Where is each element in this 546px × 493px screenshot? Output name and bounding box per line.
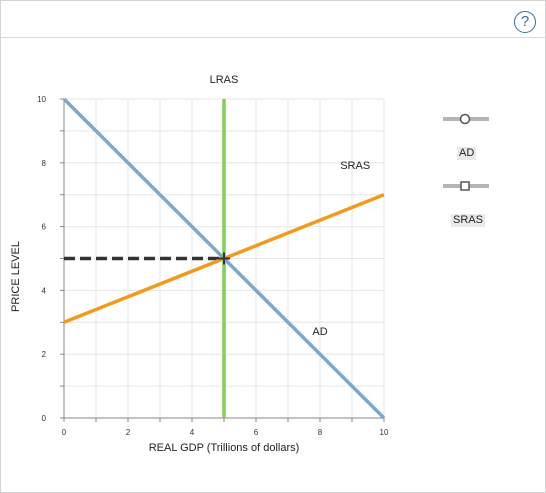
- y-tick-label: 4: [42, 286, 47, 295]
- legend-tool-sras[interactable]: [443, 181, 489, 191]
- x-tick-label: 2: [126, 428, 131, 437]
- square-icon: [460, 181, 470, 191]
- y-axis-label: PRICE LEVEL: [10, 241, 22, 312]
- y-tick-label: 10: [37, 95, 46, 104]
- tick-labels: 0 2 4 6 8 10 0 2 4 6 8 10 REAL GDP (Trillions of dol…: [10, 95, 389, 454]
- sras-label: SRAS: [340, 160, 370, 172]
- curves: AD SRAS LRAS: [62, 74, 386, 420]
- y-tick-label: 0: [42, 414, 47, 423]
- x-tick-label: 8: [318, 428, 323, 437]
- legend-label-sras: SRAS: [451, 214, 485, 227]
- lras-label: LRAS: [210, 74, 239, 86]
- help-button[interactable]: ?: [514, 11, 536, 33]
- x-tick-label: 10: [380, 428, 389, 437]
- legend: [443, 113, 489, 191]
- x-tick-label: 4: [190, 428, 195, 437]
- legend-label-ad: AD: [457, 147, 477, 160]
- x-axis-label: REAL GDP (Trillions of dollars): [149, 442, 300, 454]
- equilibrium-marker[interactable]: [218, 252, 230, 265]
- y-tick-label: 6: [42, 223, 47, 232]
- legend-tool-ad[interactable]: [443, 113, 489, 125]
- x-tick-label: 6: [254, 428, 259, 437]
- toolbar: ?: [1, 1, 545, 38]
- ad-label: AD: [312, 326, 327, 338]
- y-tick-label: 8: [42, 159, 47, 168]
- y-tick-label: 2: [42, 350, 47, 359]
- circle-icon: [459, 113, 471, 125]
- x-tick-label: 0: [62, 428, 67, 437]
